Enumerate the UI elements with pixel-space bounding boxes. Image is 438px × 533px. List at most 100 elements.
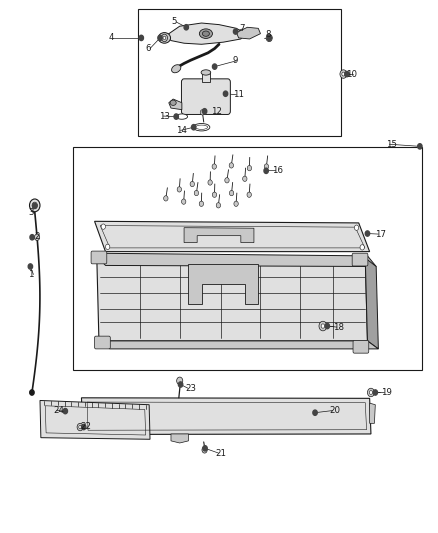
Circle shape (266, 34, 272, 42)
Circle shape (225, 177, 229, 183)
Circle shape (177, 377, 183, 384)
Circle shape (202, 109, 207, 114)
Circle shape (158, 35, 162, 41)
Circle shape (360, 245, 364, 250)
Circle shape (212, 164, 216, 169)
Circle shape (373, 390, 378, 395)
Circle shape (32, 202, 37, 208)
Circle shape (321, 324, 325, 328)
FancyBboxPatch shape (353, 341, 369, 353)
Text: 22: 22 (80, 422, 91, 431)
Text: 20: 20 (329, 406, 340, 415)
Circle shape (340, 70, 347, 78)
Text: 16: 16 (272, 166, 283, 175)
Polygon shape (40, 400, 150, 439)
Circle shape (194, 190, 198, 196)
Circle shape (268, 36, 271, 39)
FancyBboxPatch shape (181, 79, 230, 115)
Text: 14: 14 (176, 126, 187, 135)
Circle shape (247, 165, 251, 171)
Text: 13: 13 (159, 111, 170, 120)
Ellipse shape (158, 33, 170, 43)
Text: 17: 17 (375, 230, 386, 239)
Circle shape (267, 35, 272, 41)
Circle shape (264, 164, 268, 169)
Text: 23: 23 (185, 384, 196, 393)
Text: 21: 21 (215, 449, 226, 458)
Polygon shape (365, 258, 378, 349)
Text: 18: 18 (333, 322, 344, 332)
Circle shape (208, 180, 212, 185)
Circle shape (325, 324, 329, 329)
Circle shape (191, 125, 196, 130)
Ellipse shape (195, 125, 208, 130)
Text: 24: 24 (53, 406, 64, 415)
Circle shape (77, 423, 83, 431)
Circle shape (233, 29, 238, 34)
Text: 12: 12 (211, 107, 222, 116)
Circle shape (139, 35, 144, 41)
Polygon shape (237, 27, 261, 39)
Circle shape (35, 234, 40, 240)
Text: 2: 2 (34, 232, 39, 241)
Circle shape (202, 447, 207, 453)
Circle shape (30, 390, 34, 395)
Polygon shape (97, 256, 367, 341)
Polygon shape (99, 341, 378, 349)
Ellipse shape (199, 29, 212, 38)
Text: 4: 4 (109, 34, 114, 43)
Circle shape (101, 224, 106, 229)
Ellipse shape (202, 31, 209, 36)
Circle shape (367, 388, 374, 397)
Circle shape (365, 231, 370, 236)
Circle shape (230, 190, 234, 196)
Polygon shape (184, 228, 254, 243)
FancyBboxPatch shape (91, 251, 107, 264)
Circle shape (200, 110, 205, 115)
Circle shape (247, 192, 251, 197)
Circle shape (212, 64, 217, 69)
Circle shape (223, 91, 228, 96)
Circle shape (345, 71, 349, 77)
Circle shape (190, 181, 194, 187)
Circle shape (163, 36, 166, 39)
Text: 15: 15 (386, 140, 397, 149)
Circle shape (178, 382, 183, 387)
Circle shape (313, 410, 317, 415)
Polygon shape (370, 403, 375, 423)
Text: 9: 9 (233, 56, 238, 65)
Circle shape (354, 225, 359, 230)
Bar (201, 72, 210, 82)
Circle shape (184, 25, 188, 30)
Circle shape (216, 203, 221, 208)
Circle shape (106, 244, 110, 249)
Text: 5: 5 (172, 18, 177, 27)
Circle shape (369, 391, 372, 394)
Text: 7: 7 (240, 25, 245, 34)
Ellipse shape (176, 114, 187, 119)
Polygon shape (169, 99, 182, 110)
Polygon shape (81, 398, 371, 434)
Polygon shape (166, 23, 245, 44)
Circle shape (212, 192, 217, 197)
Circle shape (203, 446, 207, 451)
Circle shape (234, 201, 238, 206)
Circle shape (32, 203, 37, 208)
Circle shape (81, 424, 86, 430)
Circle shape (243, 176, 247, 181)
Circle shape (63, 408, 67, 414)
Circle shape (164, 196, 168, 201)
Polygon shape (95, 253, 376, 266)
Text: 8: 8 (266, 30, 271, 39)
Ellipse shape (201, 70, 211, 75)
Circle shape (418, 144, 422, 149)
Circle shape (319, 321, 327, 331)
Circle shape (229, 163, 233, 168)
Circle shape (29, 199, 40, 212)
Circle shape (161, 34, 167, 42)
FancyBboxPatch shape (352, 253, 368, 266)
FancyBboxPatch shape (95, 336, 110, 349)
Ellipse shape (172, 64, 181, 73)
Bar (73, 147, 422, 370)
Text: 10: 10 (346, 70, 357, 78)
